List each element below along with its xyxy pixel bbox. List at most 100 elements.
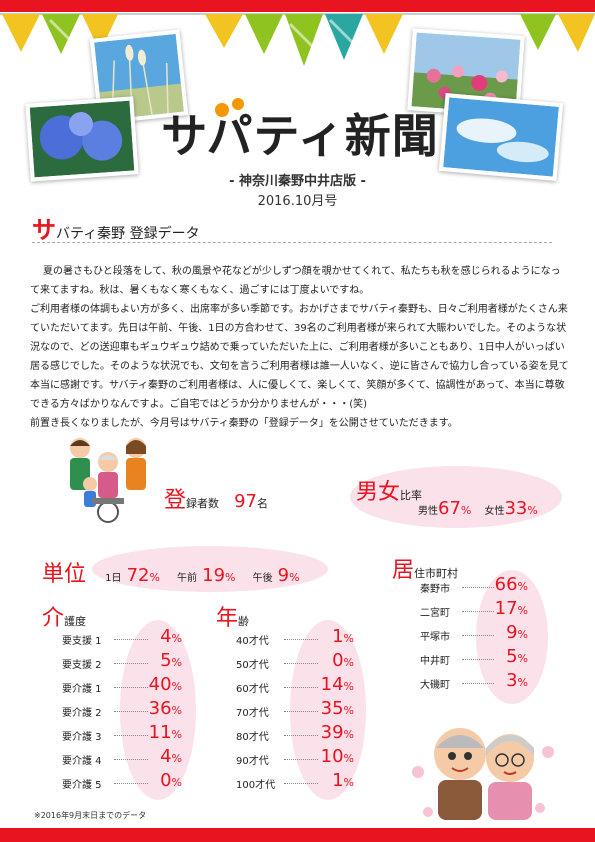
age-row-value: 14% bbox=[320, 674, 354, 695]
residence-title-initial: 居 bbox=[392, 558, 415, 583]
age-row-label: 40才代 bbox=[236, 636, 269, 647]
age-row-leader bbox=[284, 663, 318, 664]
unit-blob bbox=[92, 546, 328, 592]
care-row-label: 要支援 2 bbox=[62, 660, 102, 671]
footnote: ※2016年9月末日までのデータ bbox=[34, 811, 147, 820]
care-row-leader bbox=[114, 639, 148, 640]
care-title-text: 護度 bbox=[64, 615, 87, 628]
male-label: 男性 bbox=[418, 506, 438, 517]
registered-unit: 名 bbox=[257, 497, 269, 510]
gender-blob bbox=[350, 466, 562, 528]
care-row: 要支援 2 5% bbox=[62, 650, 182, 672]
care-row: 要介護 2 36% bbox=[62, 698, 182, 720]
age-row: 60才代 14% bbox=[236, 674, 354, 696]
care-row: 要支援 1 4% bbox=[62, 626, 182, 648]
age-row-leader bbox=[284, 687, 318, 688]
residence-row: 二宮町 17% bbox=[420, 598, 528, 620]
residence-row-leader bbox=[462, 683, 494, 684]
residence-row-value: 3% bbox=[506, 670, 528, 691]
age-row-label: 50才代 bbox=[236, 660, 269, 671]
care-row-value: 40% bbox=[148, 674, 182, 695]
article-paragraph: ご利用者様の体調もよい方が多く、出席率が多い季節です。おかげさまでサバティ秦野も… bbox=[30, 304, 569, 410]
care-row-label: 要介護 4 bbox=[62, 756, 102, 767]
age-row-leader bbox=[284, 735, 318, 736]
care-row: 要介護 3 11% bbox=[62, 722, 182, 744]
residence-row: 平塚市 9% bbox=[420, 622, 528, 644]
care-row: 要介護 4 4% bbox=[62, 746, 182, 768]
registered-value: 97 bbox=[234, 491, 258, 512]
care-row-leader bbox=[114, 663, 148, 664]
female-label: 女性 bbox=[484, 506, 505, 517]
male-value: 67 bbox=[438, 498, 461, 519]
registered-count: 登録者数 97名 bbox=[164, 482, 268, 514]
residence-row-leader bbox=[462, 611, 494, 612]
age-row: 100才代 1% bbox=[236, 770, 354, 792]
age-row-leader bbox=[284, 783, 318, 784]
age-row: 50才代 0% bbox=[236, 650, 354, 672]
page-title: サパティ新聞 bbox=[161, 109, 439, 163]
gender-ratio-title: 男女比率 bbox=[356, 474, 422, 506]
residence-row: 大磯町 3% bbox=[420, 670, 528, 692]
edition-subtitle: - 神奈川秦野中井店版 - bbox=[229, 174, 366, 189]
care-row-leader bbox=[114, 759, 148, 760]
age-row-label: 90才代 bbox=[236, 756, 269, 767]
care-row-label: 要介護 5 bbox=[62, 780, 102, 791]
residence-row-leader bbox=[462, 659, 494, 660]
section-heading-initial: サ bbox=[32, 216, 56, 244]
section-heading: サバティ秦野 登録データ bbox=[32, 210, 552, 244]
age-row-value: 1% bbox=[332, 770, 354, 791]
care-row: 要介護 1 40% bbox=[62, 674, 182, 696]
age-row-leader bbox=[284, 639, 318, 640]
residence-title-text: 住市町村 bbox=[414, 567, 459, 580]
care-row-leader bbox=[114, 783, 148, 784]
age-row: 80才代 39% bbox=[236, 722, 354, 744]
age-row-label: 100才代 bbox=[236, 780, 276, 791]
care-row-label: 要介護 2 bbox=[62, 708, 102, 719]
unit-item: 午前 19% bbox=[177, 565, 236, 586]
care-title-initial: 介 bbox=[42, 606, 65, 631]
care-row: 要介護 5 0% bbox=[62, 770, 182, 792]
residence-row-label: 平塚市 bbox=[420, 632, 450, 643]
care-row-value: 11% bbox=[148, 722, 182, 743]
article-paragraph: 前置き長くなりましたが、今月号はサバティ秦野の「登録データ」を公開させていただき… bbox=[30, 418, 458, 429]
elderly-couple-illustration-icon bbox=[412, 728, 554, 820]
age-row-leader bbox=[284, 759, 318, 760]
residence-row-value: 9% bbox=[506, 622, 528, 643]
age-row-label: 70才代 bbox=[236, 708, 269, 719]
care-row-value: 0% bbox=[160, 770, 182, 791]
residence-blob bbox=[476, 570, 548, 704]
family-illustration-icon bbox=[70, 438, 146, 523]
care-title: 介護度 bbox=[42, 600, 86, 632]
unit-title: 単位 bbox=[42, 562, 87, 587]
bunting-flags-decoration bbox=[0, 13, 595, 66]
care-row-value: 5% bbox=[160, 650, 182, 671]
issue-date: 2016.10月号 bbox=[257, 194, 338, 209]
age-row-value: 39% bbox=[320, 722, 354, 743]
age-row-value: 1% bbox=[332, 626, 354, 647]
section-heading-text: バティ秦野 登録データ bbox=[56, 226, 200, 242]
age-row-value: 35% bbox=[320, 698, 354, 719]
residence-row-leader bbox=[462, 635, 494, 636]
residence-row-value: 17% bbox=[494, 598, 528, 619]
residence-row-label: 秦野市 bbox=[420, 584, 450, 595]
gender-title-initial: 男女 bbox=[356, 480, 401, 505]
age-row-label: 80才代 bbox=[236, 732, 269, 743]
age-row: 70才代 35% bbox=[236, 698, 354, 720]
masthead: サパティ新聞 bbox=[150, 98, 450, 164]
care-blob bbox=[120, 620, 196, 800]
unit-section: 単位 1日 72% 午前 19% 午後 9% bbox=[42, 556, 300, 588]
age-row-value: 10% bbox=[320, 746, 354, 767]
care-row-leader bbox=[114, 735, 148, 736]
age-blob bbox=[290, 620, 366, 800]
age-title-initial: 年 bbox=[216, 606, 239, 631]
age-title: 年齢 bbox=[216, 600, 249, 632]
age-row: 90才代 10% bbox=[236, 746, 354, 768]
residence-row-label: 大磯町 bbox=[420, 680, 450, 691]
care-row-value: 4% bbox=[160, 746, 182, 767]
care-row-leader bbox=[114, 711, 148, 712]
article-body: 夏の暑さもひと段落をして、秋の風景や花などが少しずつ顔を覗かせてくれて、私たちも… bbox=[30, 262, 570, 433]
care-row-label: 要支援 1 bbox=[62, 636, 102, 647]
gender-title: 比率 bbox=[400, 489, 423, 502]
orange-dots-icon bbox=[215, 98, 244, 117]
